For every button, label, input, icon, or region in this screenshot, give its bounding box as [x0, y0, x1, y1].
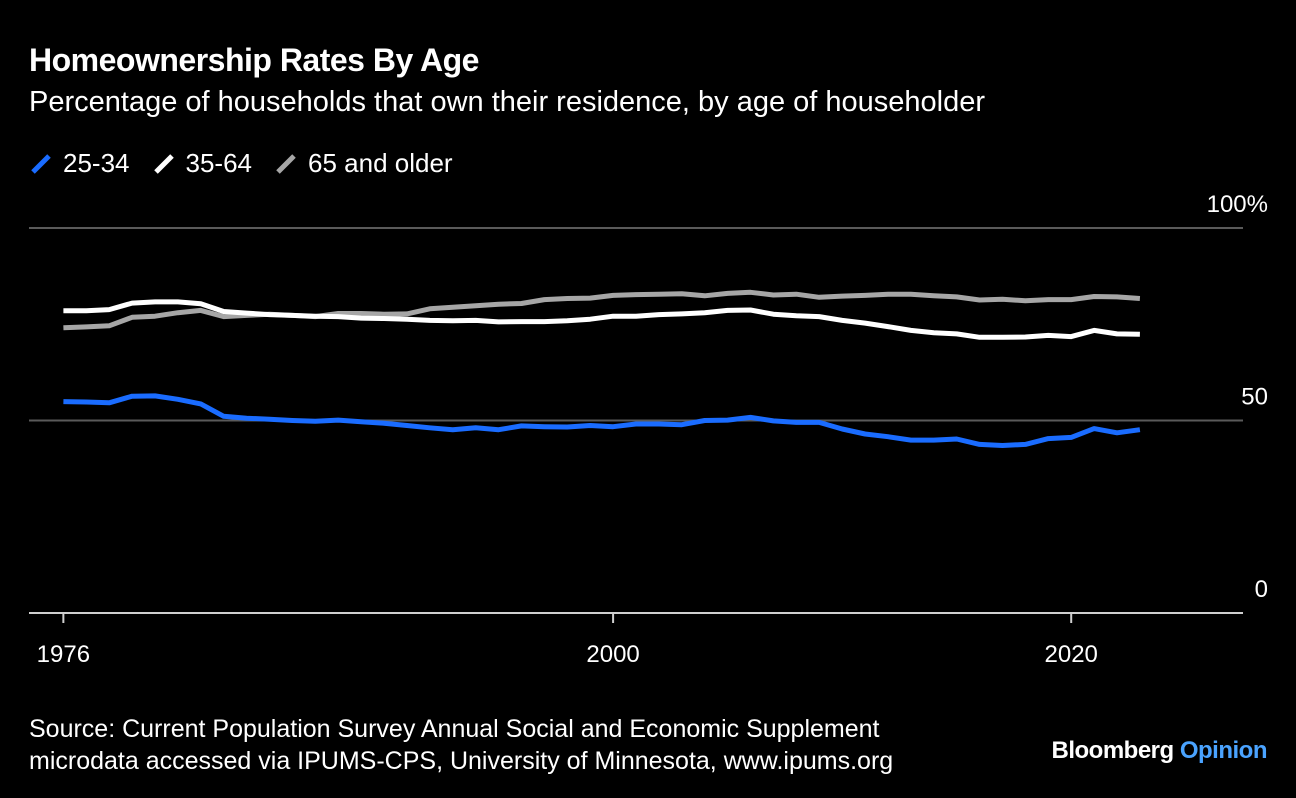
series-line-35-64 [63, 299, 1140, 340]
source-note: Source: Current Population Survey Annual… [29, 713, 893, 777]
x-tick-label-2020: 2020 [1045, 641, 1098, 668]
legend-line-25-34 [31, 153, 51, 174]
legend-swatch-25-34 [31, 153, 51, 174]
source-line-2: microdata accessed via IPUMS-CPS, Univer… [29, 747, 894, 775]
y-tick-label-100: 100% [1207, 191, 1268, 218]
y-tick-label-0: 0 [1255, 576, 1268, 603]
chart-subtitle: Percentage of households that own their … [29, 86, 986, 118]
legend-item-35-64: 35-64 [152, 148, 253, 179]
source-line-1: Source: Current Population Survey Annual… [29, 715, 880, 743]
legend-line-65-and-older [276, 153, 296, 174]
legend-item-65-and-older: 65 and older [274, 148, 453, 179]
legend-swatch-35-64 [153, 153, 174, 174]
x-tick-label-2000: 2000 [586, 641, 639, 668]
legend-item-25-34: 25-34 [29, 148, 130, 179]
brand-logo: Bloomberg Opinion [1052, 737, 1268, 765]
legend-swatch-65-and-older [276, 153, 296, 174]
chart-title: Homeownership Rates By Age [29, 42, 479, 78]
y-tick-label-50: 50 [1241, 384, 1268, 411]
legend: 25-34 35-64 65 and older [29, 148, 475, 179]
legend-label-35-64: 35-64 [185, 148, 253, 178]
legend-label-65-and-older: 65 and older [308, 148, 453, 178]
legend-label-25-34: 25-34 [63, 148, 130, 178]
brand-name: Bloomberg [1051, 737, 1175, 764]
x-tick-label-1976: 1976 [37, 641, 90, 668]
series-line-25-34 [63, 393, 1141, 448]
legend-line-35-64 [153, 153, 174, 174]
brand-suffix: Opinion [1179, 737, 1268, 764]
series-line-65-and-older [63, 289, 1141, 331]
